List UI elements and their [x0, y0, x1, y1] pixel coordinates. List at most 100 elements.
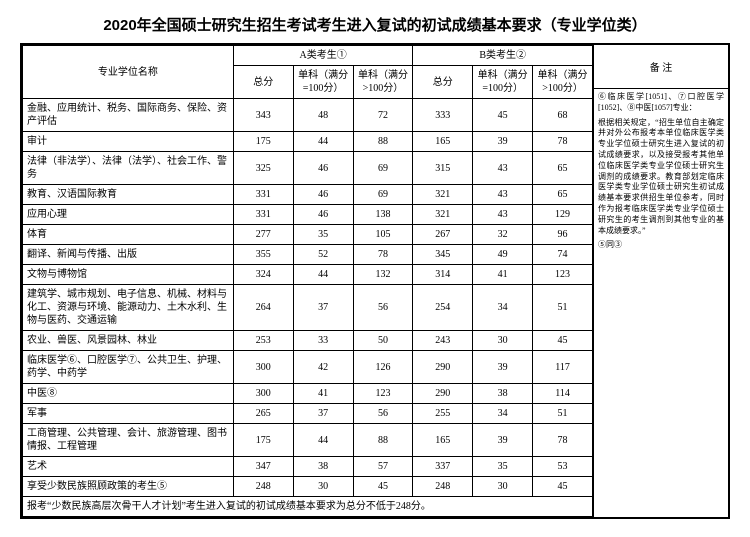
table-row: 体育277351052673296 [23, 225, 593, 245]
col-b-total: 总分 [413, 66, 473, 99]
cell-score: 175 [233, 424, 293, 457]
cell-score: 337 [413, 457, 473, 477]
cell-score: 38 [473, 384, 533, 404]
cell-major-name: 应用心理 [23, 205, 234, 225]
col-a-sub100: 单科（满分=100分） [293, 66, 353, 99]
cell-score: 46 [293, 205, 353, 225]
cell-score: 45 [353, 477, 413, 497]
cell-score: 69 [353, 152, 413, 185]
cell-score: 300 [233, 351, 293, 384]
cell-score: 41 [293, 384, 353, 404]
cell-score: 43 [473, 205, 533, 225]
cell-score: 45 [533, 477, 593, 497]
cell-score: 34 [473, 285, 533, 331]
remark-p1: ⑥临床医学[1051]、⑦口腔医学[1052]、⑧中医[1057]专业： [598, 92, 724, 114]
cell-score: 51 [533, 285, 593, 331]
cell-score: 343 [233, 99, 293, 132]
cell-score: 68 [533, 99, 593, 132]
cell-score: 42 [293, 351, 353, 384]
cell-score: 123 [533, 265, 593, 285]
table-row: 法律（非法学）、法律（法学）、社会工作、警务32546693154365 [23, 152, 593, 185]
cell-major-name: 审计 [23, 132, 234, 152]
table-row: 建筑学、城市规划、电子信息、机械、材料与化工、资源与环境、能源动力、土木水利、生… [23, 285, 593, 331]
footnote: 报考“少数民族高层次骨干人才计划”考生进入复试的初试成绩基本要求为总分不低于24… [23, 497, 593, 517]
table-row: 临床医学⑥、口腔医学⑦、公共卫生、护理、药学、中药学30042126290391… [23, 351, 593, 384]
cell-score: 57 [353, 457, 413, 477]
cell-score: 69 [353, 185, 413, 205]
page-title: 2020年全国硕士研究生招生考试考生进入复试的初试成绩基本要求（专业学位类） [20, 14, 730, 35]
cell-score: 123 [353, 384, 413, 404]
cell-score: 48 [293, 99, 353, 132]
cell-major-name: 农业、兽医、风景园林、林业 [23, 331, 234, 351]
cell-major-name: 中医⑧ [23, 384, 234, 404]
cell-score: 44 [293, 132, 353, 152]
cell-score: 132 [353, 265, 413, 285]
cell-score: 88 [353, 132, 413, 152]
cell-score: 300 [233, 384, 293, 404]
cell-score: 78 [353, 245, 413, 265]
cell-score: 290 [413, 351, 473, 384]
cell-major-name: 享受少数民族照顾政策的考生⑤ [23, 477, 234, 497]
cell-score: 72 [353, 99, 413, 132]
cell-score: 52 [293, 245, 353, 265]
cell-score: 325 [233, 152, 293, 185]
cell-score: 321 [413, 205, 473, 225]
cell-major-name: 临床医学⑥、口腔医学⑦、公共卫生、护理、药学、中药学 [23, 351, 234, 384]
cell-score: 37 [293, 404, 353, 424]
remarks-header: 备 注 [594, 45, 728, 89]
cell-score: 33 [293, 331, 353, 351]
cell-score: 30 [473, 331, 533, 351]
cell-score: 65 [533, 152, 593, 185]
cell-score: 255 [413, 404, 473, 424]
cell-score: 32 [473, 225, 533, 245]
cell-score: 114 [533, 384, 593, 404]
col-group-b: B类考生② [413, 46, 593, 66]
cell-score: 117 [533, 351, 593, 384]
cell-score: 277 [233, 225, 293, 245]
cell-score: 165 [413, 424, 473, 457]
cell-score: 78 [533, 424, 593, 457]
cell-score: 44 [293, 424, 353, 457]
cell-score: 34 [473, 404, 533, 424]
cell-score: 347 [233, 457, 293, 477]
cell-score: 253 [233, 331, 293, 351]
cell-score: 51 [533, 404, 593, 424]
cell-score: 41 [473, 265, 533, 285]
cell-score: 333 [413, 99, 473, 132]
col-a-total: 总分 [233, 66, 293, 99]
cell-score: 56 [353, 285, 413, 331]
cell-score: 264 [233, 285, 293, 331]
table-row: 农业、兽医、风景园林、林业25333502433045 [23, 331, 593, 351]
table-row: 教育、汉语国际教育33146693214365 [23, 185, 593, 205]
table-row: 中医⑧3004112329038114 [23, 384, 593, 404]
cell-major-name: 文物与博物馆 [23, 265, 234, 285]
cell-score: 105 [353, 225, 413, 245]
cell-score: 88 [353, 424, 413, 457]
cell-major-name: 建筑学、城市规划、电子信息、机械、材料与化工、资源与环境、能源动力、土木水利、生… [23, 285, 234, 331]
cell-score: 43 [473, 152, 533, 185]
cell-score: 324 [233, 265, 293, 285]
cell-score: 37 [293, 285, 353, 331]
cell-score: 39 [473, 132, 533, 152]
table-row: 享受少数民族照顾政策的考生⑤24830452483045 [23, 477, 593, 497]
remark-p3: ⑤同③ [598, 240, 724, 251]
remarks-column: 备 注 ⑥临床医学[1051]、⑦口腔医学[1052]、⑧中医[1057]专业：… [593, 45, 728, 517]
table-row: 军事26537562553451 [23, 404, 593, 424]
cell-score: 248 [233, 477, 293, 497]
cell-score: 138 [353, 205, 413, 225]
cell-score: 30 [293, 477, 353, 497]
cell-score: 56 [353, 404, 413, 424]
cell-score: 35 [473, 457, 533, 477]
cell-score: 315 [413, 152, 473, 185]
cell-score: 248 [413, 477, 473, 497]
cell-score: 290 [413, 384, 473, 404]
col-b-subover: 单科（满分>100分） [533, 66, 593, 99]
cell-score: 165 [413, 132, 473, 152]
cell-major-name: 金融、应用统计、税务、国际商务、保险、资产评估 [23, 99, 234, 132]
cell-score: 243 [413, 331, 473, 351]
cell-score: 96 [533, 225, 593, 245]
cell-score: 45 [533, 331, 593, 351]
table-wrapper: 专业学位名称 A类考生① B类考生② 总分 单科（满分=100分） 单科（满分>… [20, 43, 730, 519]
cell-score: 331 [233, 185, 293, 205]
cell-score: 126 [353, 351, 413, 384]
